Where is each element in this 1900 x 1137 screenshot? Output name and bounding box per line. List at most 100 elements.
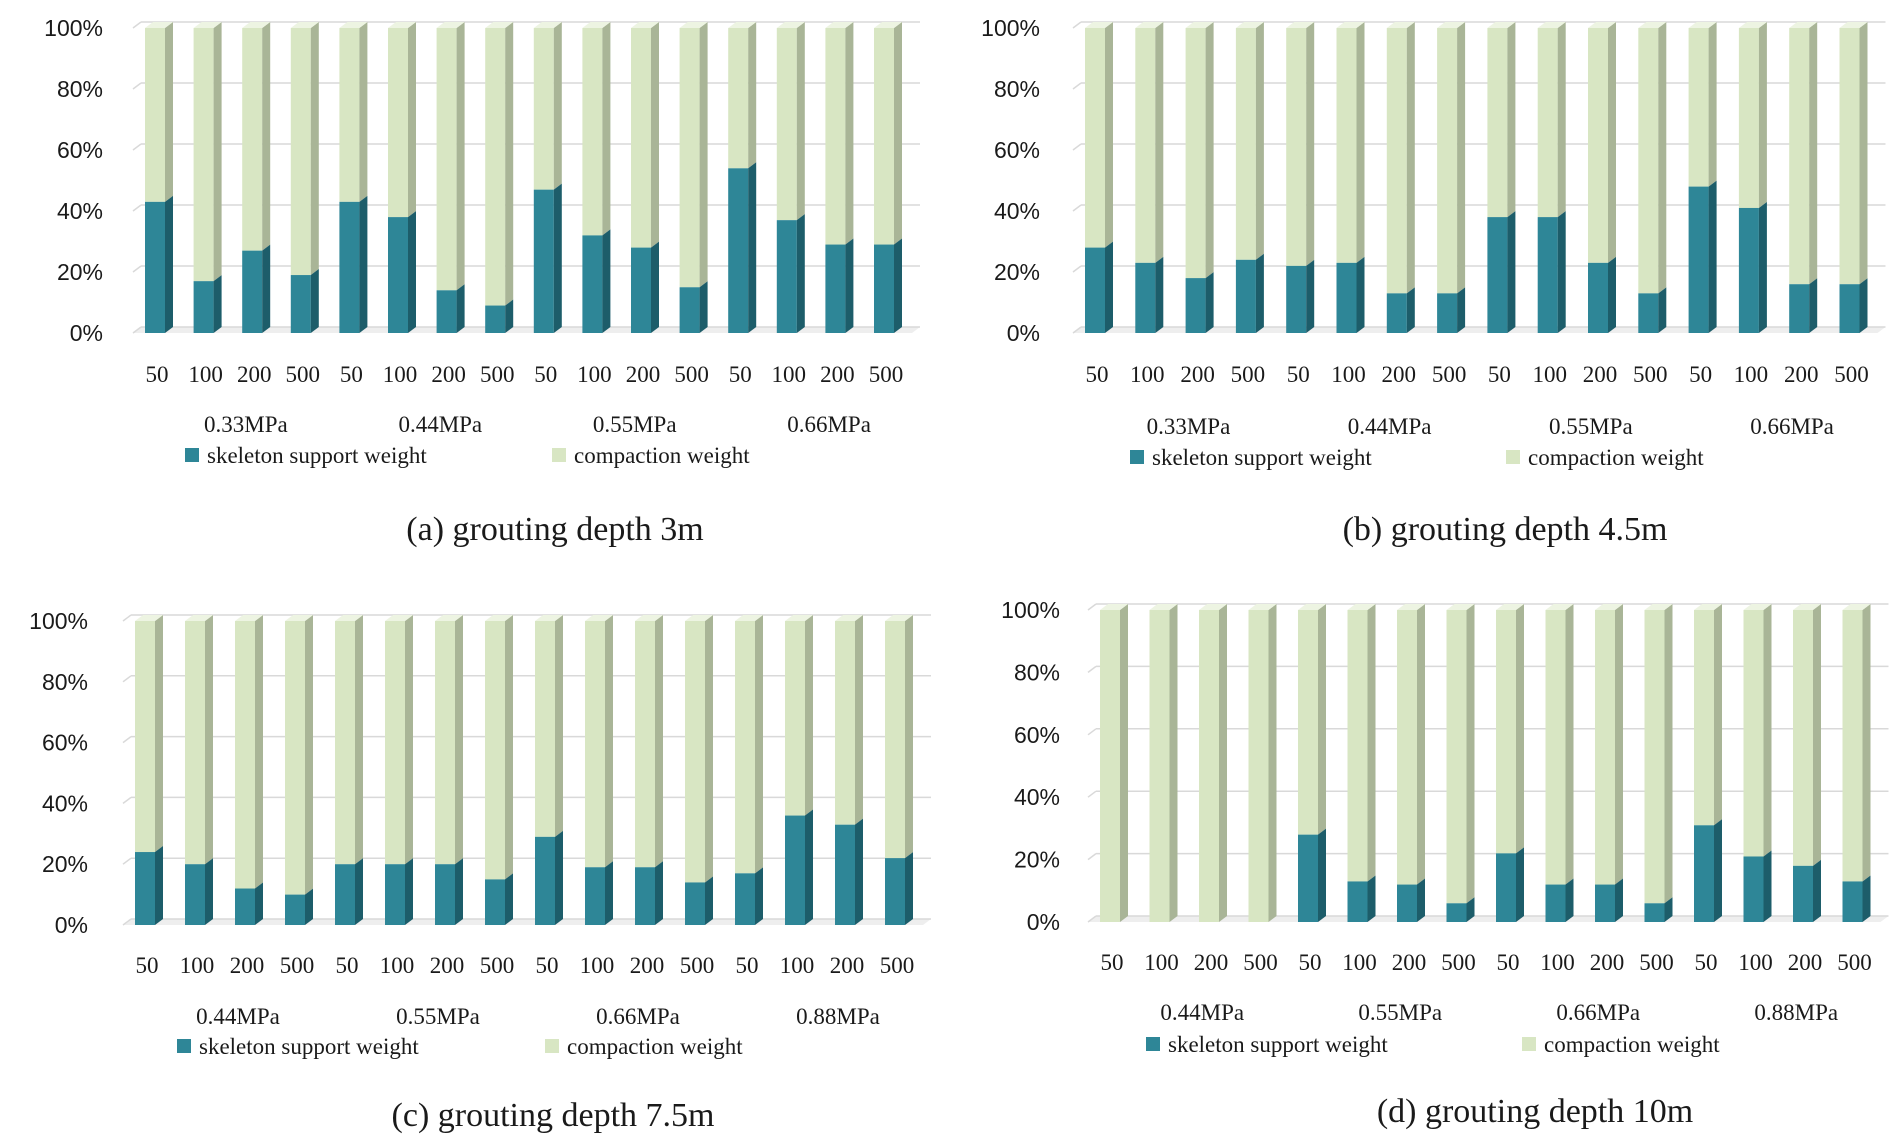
bar-compaction-side	[1516, 604, 1524, 854]
bar-skeleton	[1793, 865, 1813, 922]
legend-swatch	[177, 1039, 191, 1053]
x-tick-label: 100	[580, 953, 615, 978]
floor	[1073, 327, 1886, 333]
bar-skeleton	[735, 873, 755, 925]
bar-skeleton	[825, 244, 846, 333]
bar-compaction-top	[1085, 22, 1113, 28]
bar-compaction	[485, 621, 505, 880]
x-tick-label: 100	[1540, 950, 1575, 975]
gridline-depth	[1072, 265, 1082, 273]
bar-skeleton	[533, 189, 554, 333]
bar-skeleton	[290, 275, 311, 333]
x-tick-label: 50	[1488, 362, 1511, 387]
bar-compaction-side	[310, 22, 319, 276]
bar-skeleton	[1688, 186, 1709, 333]
bar-compaction-side	[894, 22, 902, 245]
bar-compaction-side	[655, 615, 663, 868]
bar-compaction-top	[135, 615, 163, 621]
legend-swatch	[1522, 1037, 1536, 1051]
gridline-depth	[132, 82, 142, 90]
group-label: 0.33MPa	[1147, 414, 1231, 439]
bar-compaction-side	[748, 22, 757, 169]
bar-stack	[435, 615, 463, 925]
y-tick-label: 40%	[42, 790, 88, 816]
x-tick-label: 50	[340, 362, 363, 387]
bar-stack	[1537, 22, 1566, 333]
x-tick-label: 500	[1441, 950, 1476, 975]
bar-skeleton	[631, 247, 651, 333]
bar-skeleton-side	[1809, 278, 1818, 333]
bar-stack	[388, 22, 416, 333]
x-tick-label: 100	[1144, 950, 1179, 975]
bar-stack	[385, 615, 413, 925]
bar-skeleton	[1235, 259, 1256, 333]
y-tick-label: 20%	[994, 259, 1040, 285]
group-label: 0.44MPa	[1348, 414, 1432, 439]
bar-compaction-side	[1608, 22, 1616, 263]
x-tick-label: 500	[1243, 950, 1278, 975]
bar-skeleton-side	[651, 241, 659, 333]
bar-stack	[1100, 604, 1128, 922]
bar-compaction	[1135, 28, 1156, 263]
chart-panel-c: 0%20%40%60%80%100%50 100 200 500 50 100 200 500…	[29, 608, 931, 1134]
bar-stack	[1595, 604, 1623, 922]
bar-compaction-side	[1658, 22, 1667, 294]
chart-caption: (b) grouting depth 4.5m	[1343, 511, 1668, 548]
y-tick-label: 20%	[42, 851, 88, 877]
x-tick-label: 50	[146, 362, 169, 387]
bar-compaction	[1537, 28, 1558, 218]
chart-panel-d: 0%20%40%60%80%100%50 100 200 500 50 100 200 500…	[1001, 597, 1889, 1130]
bar-skeleton-side	[1565, 878, 1574, 922]
bar-compaction-side	[805, 615, 813, 816]
bar-skeleton-side	[255, 882, 263, 925]
bar-compaction-top	[1397, 604, 1425, 610]
bar-compaction-side	[1155, 22, 1164, 263]
bar-stack	[835, 615, 863, 925]
legend-label: compaction weight	[574, 443, 750, 468]
x-tick-label: 50	[136, 953, 159, 978]
gridline-depth	[122, 857, 132, 865]
bar-stack	[185, 615, 213, 925]
bar-skeleton-side	[1862, 875, 1871, 922]
bar-stack	[1298, 604, 1326, 922]
bar-skeleton	[1842, 881, 1863, 922]
bar-compaction-side	[1565, 604, 1574, 885]
bar-compaction-top	[685, 615, 713, 621]
bar-compaction-top	[388, 22, 416, 28]
gridline-depth	[1072, 143, 1082, 151]
bar-stack	[1496, 604, 1524, 922]
bar-compaction-top	[785, 615, 813, 621]
bar-compaction-side	[1406, 22, 1415, 294]
bar-skeleton-side	[155, 846, 163, 925]
bar-compaction-side	[1714, 604, 1722, 826]
bar-stack	[242, 22, 271, 333]
bar-stack	[1437, 22, 1466, 333]
bar-compaction-top	[1688, 22, 1717, 28]
bar-compaction-top	[679, 22, 708, 28]
bar-compaction-side	[553, 22, 562, 190]
bar-stack	[1235, 22, 1264, 333]
x-tick-label: 100	[780, 953, 815, 978]
bar-stack	[533, 22, 562, 333]
bar-compaction	[835, 621, 855, 825]
bar-compaction-top	[735, 615, 763, 621]
bar-stack	[1842, 604, 1871, 922]
bar-skeleton-side	[1105, 241, 1113, 333]
gridline-depth	[1072, 204, 1082, 212]
bar-compaction-top	[385, 615, 413, 621]
bar-compaction-side	[1859, 22, 1868, 285]
bar-skeleton-side	[165, 195, 173, 333]
bar-compaction-top	[235, 615, 263, 621]
bar-compaction	[535, 621, 555, 837]
bar-stack	[436, 22, 465, 333]
x-tick-label: 100	[772, 362, 807, 387]
group-label: 0.44MPa	[1160, 1000, 1244, 1025]
bar-skeleton	[728, 168, 749, 333]
x-tick-label: 200	[1392, 950, 1427, 975]
bar-skeleton	[193, 281, 214, 333]
bar-skeleton	[776, 220, 797, 333]
bar-compaction	[1199, 610, 1219, 922]
bar-stack	[728, 22, 757, 333]
legend-label: compaction weight	[567, 1034, 743, 1059]
bar-compaction-side	[1813, 604, 1821, 866]
